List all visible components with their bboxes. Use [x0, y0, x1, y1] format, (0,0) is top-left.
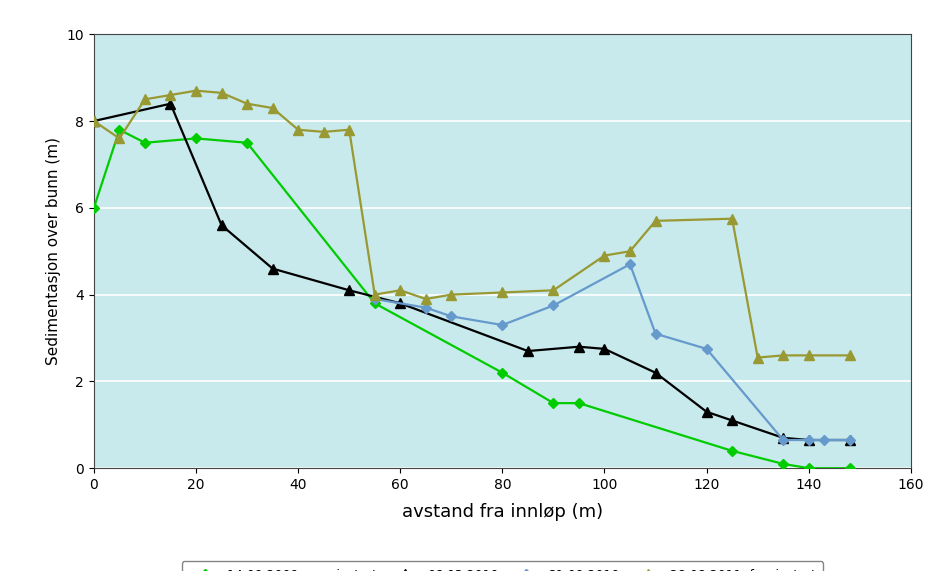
- 28.08.2011  f.sp justert: [191, 87, 202, 94]
- 28.08.2011  f.sp justert: [139, 96, 150, 103]
- 28.08.2011  f.sp justert: [344, 126, 355, 133]
- 21.09.2010: [777, 437, 789, 444]
- 21.09.2010: [624, 261, 636, 268]
- 14.09.2009  e.sp justert: [191, 135, 202, 142]
- 28.08.2011  f.sp justert: [497, 289, 508, 296]
- 14.09.2009  e.sp justert: [497, 369, 508, 376]
- 06.03.2010: [700, 408, 713, 415]
- 28.08.2011  f.sp justert: [777, 352, 789, 359]
- 28.08.2011  f.sp justert: [88, 118, 100, 124]
- 21.09.2010: [420, 304, 431, 311]
- 14.09.2009  e.sp justert: [369, 300, 380, 307]
- 14.09.2009  e.sp justert: [88, 204, 100, 211]
- 28.08.2011  f.sp justert: [446, 291, 457, 298]
- 28.08.2011  f.sp justert: [114, 135, 125, 142]
- 06.03.2010: [216, 222, 227, 228]
- 21.09.2010: [650, 330, 661, 337]
- 28.08.2011  f.sp justert: [599, 252, 610, 259]
- 21.09.2010: [369, 296, 380, 303]
- 28.08.2011  f.sp justert: [369, 291, 380, 298]
- 06.03.2010: [777, 435, 789, 441]
- 21.09.2010: [700, 345, 713, 352]
- 21.09.2010: [844, 437, 855, 444]
- 06.03.2010: [599, 345, 610, 352]
- 28.08.2011  f.sp justert: [650, 218, 661, 224]
- 14.09.2009  e.sp justert: [727, 448, 738, 455]
- 14.09.2009  e.sp justert: [574, 400, 585, 407]
- 28.08.2011  f.sp justert: [394, 287, 406, 293]
- 21.09.2010: [547, 302, 559, 309]
- 28.08.2011  f.sp justert: [547, 287, 559, 293]
- Line: 14.09.2009  e.sp justert: 14.09.2009 e.sp justert: [90, 126, 853, 472]
- 06.03.2010: [844, 437, 855, 444]
- Line: 06.03.2010: 06.03.2010: [89, 99, 854, 445]
- 06.03.2010: [344, 287, 355, 293]
- 28.08.2011  f.sp justert: [318, 128, 330, 135]
- 28.08.2011  f.sp justert: [727, 215, 738, 222]
- 21.09.2010: [803, 437, 814, 444]
- 28.08.2011  f.sp justert: [241, 100, 253, 107]
- 28.08.2011  f.sp justert: [216, 90, 227, 96]
- 06.03.2010: [394, 300, 406, 307]
- 21.09.2010: [497, 321, 508, 328]
- Line: 28.08.2011  f.sp justert: 28.08.2011 f.sp justert: [89, 86, 854, 363]
- 06.03.2010: [88, 118, 100, 124]
- 14.09.2009  e.sp justert: [803, 465, 814, 472]
- 06.03.2010: [267, 265, 278, 272]
- 28.08.2011  f.sp justert: [420, 296, 431, 303]
- 06.03.2010: [522, 348, 533, 355]
- Line: 21.09.2010: 21.09.2010: [371, 261, 853, 444]
- 06.03.2010: [165, 100, 177, 107]
- 06.03.2010: [574, 343, 585, 350]
- X-axis label: avstand fra innløp (m): avstand fra innløp (m): [402, 503, 603, 521]
- 14.09.2009  e.sp justert: [777, 460, 789, 467]
- 21.09.2010: [819, 437, 830, 444]
- 28.08.2011  f.sp justert: [844, 352, 855, 359]
- 14.09.2009  e.sp justert: [114, 126, 125, 133]
- 14.09.2009  e.sp justert: [139, 139, 150, 146]
- 06.03.2010: [803, 437, 814, 444]
- 28.08.2011  f.sp justert: [803, 352, 814, 359]
- 06.03.2010: [650, 369, 661, 376]
- 14.09.2009  e.sp justert: [547, 400, 559, 407]
- 28.08.2011  f.sp justert: [752, 354, 763, 361]
- 28.08.2011  f.sp justert: [624, 248, 636, 255]
- 14.09.2009  e.sp justert: [844, 465, 855, 472]
- Legend: 14.09.2009  e.sp justert, 06.03.2010, 21.09.2010, 28.08.2011  f.sp justert: 14.09.2009 e.sp justert, 06.03.2010, 21.…: [181, 561, 824, 571]
- Y-axis label: Sedimentasjon over bunn (m): Sedimentasjon over bunn (m): [46, 137, 61, 365]
- 06.03.2010: [727, 417, 738, 424]
- 28.08.2011  f.sp justert: [267, 104, 278, 111]
- 21.09.2010: [446, 313, 457, 320]
- 28.08.2011  f.sp justert: [293, 126, 304, 133]
- 28.08.2011  f.sp justert: [165, 91, 177, 98]
- 14.09.2009  e.sp justert: [241, 139, 253, 146]
